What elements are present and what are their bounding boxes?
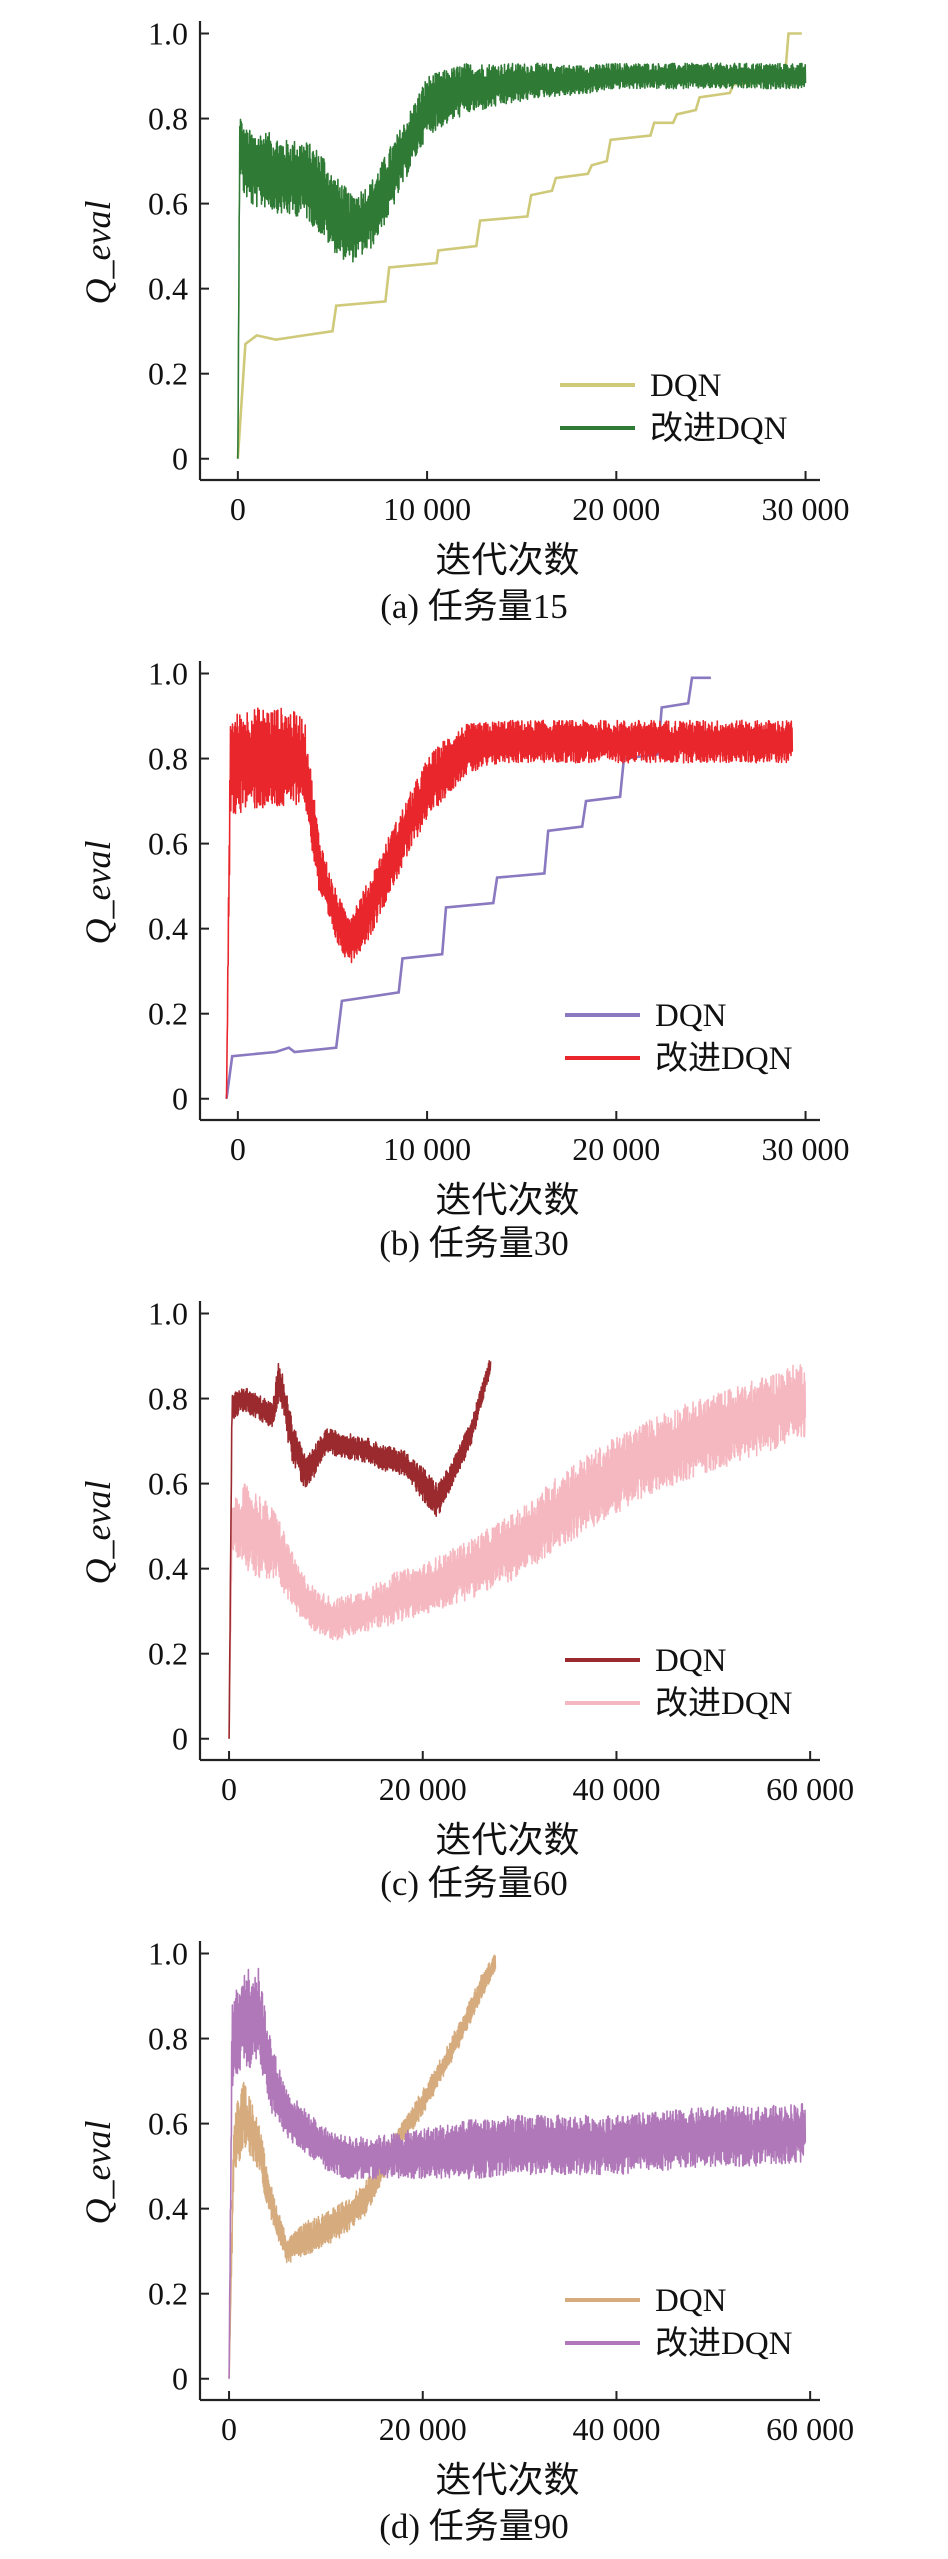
- y-tick-label: 1.0: [148, 1936, 188, 1972]
- y-tick-label: 0.4: [148, 911, 188, 947]
- series-line-2: [237, 62, 807, 459]
- x-tick-label: 30 000: [762, 1131, 850, 1167]
- y-tick-label: 0.4: [148, 1551, 188, 1587]
- y-axis-label: Q_eval: [78, 1481, 118, 1585]
- y-tick-label: 0.2: [148, 996, 188, 1032]
- y-tick-label: 0.2: [148, 2276, 188, 2312]
- legend: DQN 改进DQN: [565, 998, 793, 1077]
- y-tick-label: 0.6: [148, 1466, 188, 1502]
- chart-panel-3: 0 0.2 0.4 0.6 0.8 1.0 0 20 000 40 000 60 000 迭代次数 Q…: [78, 1296, 854, 1903]
- legend-label: DQN: [655, 998, 727, 1034]
- plot-area: [228, 1360, 807, 1739]
- x-tick-label: 40 000: [572, 1771, 660, 1807]
- y-tick-label: 0: [172, 2361, 188, 2397]
- x-tick-label: 0: [221, 1771, 237, 1807]
- chart-caption: (a) 任务量15: [380, 587, 568, 626]
- x-tick-label: 10 000: [383, 491, 471, 527]
- x-tick-label: 10 000: [383, 1131, 471, 1167]
- x-tick-label: 60 000: [766, 1771, 854, 1807]
- x-tick-label: 20 000: [572, 491, 660, 527]
- series-line-2: [228, 1360, 492, 1739]
- chart-panel-2: 0 0.2 0.4 0.6 0.8 1.0 0 10 000 20 000 30 000 迭代次数 Q…: [78, 656, 850, 1263]
- series-line-1: [228, 1954, 497, 2379]
- chart-caption: (d) 任务量90: [379, 2507, 569, 2546]
- legend: DQN 改进DQN: [560, 368, 788, 447]
- x-axis-label: 迭代次数: [435, 540, 579, 580]
- y-tick-label: 0: [172, 441, 188, 477]
- y-axis-label: Q_eval: [78, 2121, 118, 2225]
- x-tick-label: 20 000: [572, 1131, 660, 1167]
- x-tick-label: 30 000: [762, 491, 850, 527]
- legend: 改进DQN DQN: [565, 1643, 793, 1722]
- y-tick-label: 0: [172, 1081, 188, 1117]
- series-line-1: [228, 1364, 807, 1739]
- legend: DQN 改进DQN: [565, 2283, 793, 2362]
- chart-panel-1: 0 0.2 0.4 0.6 0.8 1.0 0 10 000 20 000 30 000 迭代次数 Q…: [78, 16, 850, 626]
- legend-label: DQN: [655, 1643, 727, 1679]
- y-tick-label: 0.6: [148, 186, 188, 222]
- y-tick-label: 0.4: [148, 271, 188, 307]
- y-tick-label: 0.2: [148, 356, 188, 392]
- y-tick-label: 1.0: [148, 656, 188, 692]
- y-tick-label: 0.6: [148, 826, 188, 862]
- y-axis-label: Q_eval: [78, 201, 118, 305]
- x-tick-label: 20 000: [379, 1771, 467, 1807]
- plot-area: [236, 32, 807, 459]
- x-axis-label: 迭代次数: [435, 2460, 579, 2500]
- legend-label: 改进DQN: [655, 2325, 793, 2362]
- x-tick-label: 0: [230, 1131, 246, 1167]
- x-tick-label: 40 000: [572, 2411, 660, 2447]
- x-tick-label: 20 000: [379, 2411, 467, 2447]
- chart-panel-4: 0 0.2 0.4 0.6 0.8 1.0 0 20 000 40 000 60 000 迭代次数 Q…: [78, 1936, 854, 2546]
- y-tick-label: 0.8: [148, 1381, 188, 1417]
- y-tick-label: 0: [172, 1721, 188, 1757]
- x-axis-label: 迭代次数: [435, 1820, 579, 1860]
- plot-area: [225, 676, 794, 1099]
- x-axis-label: 迭代次数: [435, 1180, 579, 1220]
- legend-label: DQN: [650, 368, 722, 404]
- y-axis-label: Q_eval: [78, 841, 118, 945]
- y-tick-label: 1.0: [148, 1296, 188, 1332]
- legend-label: 改进DQN: [655, 1040, 793, 1077]
- y-tick-label: 1.0: [148, 16, 188, 52]
- y-tick-label: 0.8: [148, 741, 188, 777]
- series-line-1: [236, 32, 802, 459]
- y-tick-label: 0.2: [148, 1636, 188, 1672]
- x-tick-label: 60 000: [766, 2411, 854, 2447]
- chart-caption: (c) 任务量60: [380, 1864, 568, 1903]
- y-tick-label: 0.6: [148, 2106, 188, 2142]
- legend-label: 改进DQN: [650, 410, 788, 447]
- chart-caption: (b) 任务量30: [379, 1224, 569, 1263]
- y-tick-label: 0.4: [148, 2191, 188, 2227]
- plot-area: [228, 1954, 807, 2379]
- y-tick-label: 0.8: [148, 2021, 188, 2057]
- y-tick-label: 0.8: [148, 101, 188, 137]
- series-line-2: [225, 707, 794, 1099]
- legend-label: DQN: [655, 2283, 727, 2319]
- x-tick-label: 0: [230, 491, 246, 527]
- legend-label: 改进DQN: [655, 1685, 793, 1722]
- x-tick-label: 0: [221, 2411, 237, 2447]
- series-line-2: [228, 1967, 807, 2379]
